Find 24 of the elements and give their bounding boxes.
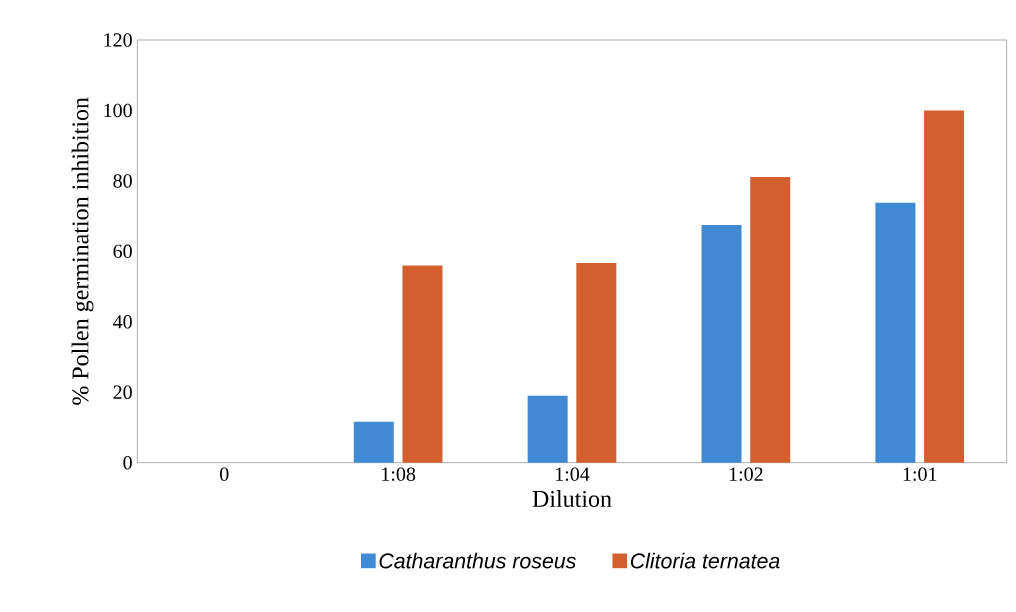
y-tick-label: 0 [123,455,132,470]
legend-label: Clitoria ternatea [630,552,780,569]
bar [353,421,394,463]
y-tick-label: 100 [104,103,132,118]
y-tick-label: 60 [113,244,132,259]
y-tick-label: 80 [113,174,132,188]
bar [576,262,617,463]
y-axis-title: % Pollen germination inhibition [71,97,94,405]
y-tick-label: 20 [113,385,132,399]
legend-label: Catharanthus roseus [379,552,576,569]
bar [701,224,742,463]
x-tick-label: 1:08 [382,467,416,481]
x-axis-title: Dilution [532,490,612,507]
y-tick-label: 40 [113,315,132,329]
bar [924,110,965,463]
x-tick-label: 1:04 [555,467,590,481]
bar [527,395,568,463]
x-tick-label: 0 [220,467,229,481]
x-tick-label: 1:02 [729,467,763,481]
y-tick-label: 120 [104,33,132,47]
bar [750,177,791,463]
x-tick-label: 1:01 [903,467,937,481]
bar [875,202,916,463]
bar [402,265,443,463]
